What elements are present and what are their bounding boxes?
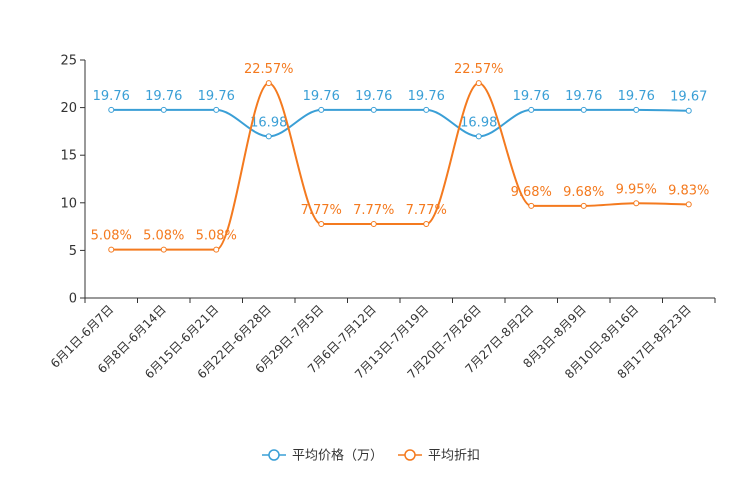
y-tick-label: 0 [69,292,77,307]
legend-item-avg-discount[interactable]: 平均折扣 [398,449,480,464]
data-point [423,106,430,113]
data-label: 7.77% [353,203,394,218]
data-label: 7.77% [406,203,447,218]
legend-marker [404,449,416,461]
data-label: 19.76 [618,89,655,104]
y-tick-label: 20 [60,101,77,116]
data-point [528,202,535,209]
data-point [685,107,692,114]
data-point [685,201,692,208]
series-avg-price: 19.76 19.76 19.76 16.98 19.76 19.76 19.76 16.98… [93,89,707,140]
data-label: 9.83% [668,183,709,198]
data-label: 19.76 [355,89,392,104]
data-point [160,246,167,253]
data-label: 19.76 [198,89,235,104]
data-label: 19.67 [670,90,707,105]
data-point [265,80,272,87]
legend-label: 平均折扣 [428,449,480,464]
data-point [580,106,587,113]
data-point [633,200,640,207]
data-point [475,80,482,87]
series-layer: 19.76 19.76 19.76 16.98 19.76 19.76 19.76 16.98… [91,62,709,253]
legend-item-avg-price[interactable]: 平均价格（万） [262,448,383,464]
data-label: 7.77% [301,203,342,218]
data-label: 5.08% [143,229,184,244]
series-avg-discount: 5.08% 5.08% 5.08% 22.57% 7.77% 7.77% 7.77% 22.5… [91,62,709,253]
data-point [213,106,220,113]
data-point [370,221,377,228]
data-label: 9.95% [616,182,657,197]
data-label: 19.76 [93,89,130,104]
data-label: 19.76 [303,89,340,104]
data-point [265,133,272,140]
data-label: 19.76 [565,89,602,104]
data-label: 19.76 [145,89,182,104]
data-label: 5.08% [91,229,132,244]
data-label: 19.76 [513,89,550,104]
y-tick-label: 10 [60,196,77,211]
series-line-avg-price [111,108,689,138]
data-label: 5.08% [196,229,237,244]
data-point [580,202,587,209]
y-tick-label: 15 [60,149,77,164]
data-point [108,246,115,253]
y-tick-label: 5 [69,244,77,259]
data-point [423,221,430,228]
data-point [213,246,220,253]
data-label: 19.76 [408,89,445,104]
data-point [318,106,325,113]
data-label: 22.57% [454,62,504,77]
data-point [370,106,377,113]
data-point [108,106,115,113]
data-point [318,221,325,228]
data-point [475,133,482,140]
data-point [160,106,167,113]
data-label: 22.57% [244,62,294,77]
y-tick-label: 25 [60,54,77,69]
data-label: 9.68% [563,185,604,200]
legend-marker [268,449,280,461]
legend-label: 平均价格（万） [292,448,383,464]
series-line-avg-discount [111,82,689,251]
data-label: 16.98 [460,115,497,130]
data-label: 16.98 [250,115,287,130]
data-label: 9.68% [511,185,552,200]
legend[interactable]: 平均价格（万） 平均折扣 [262,448,480,464]
data-point [633,106,640,113]
data-point [528,106,535,113]
